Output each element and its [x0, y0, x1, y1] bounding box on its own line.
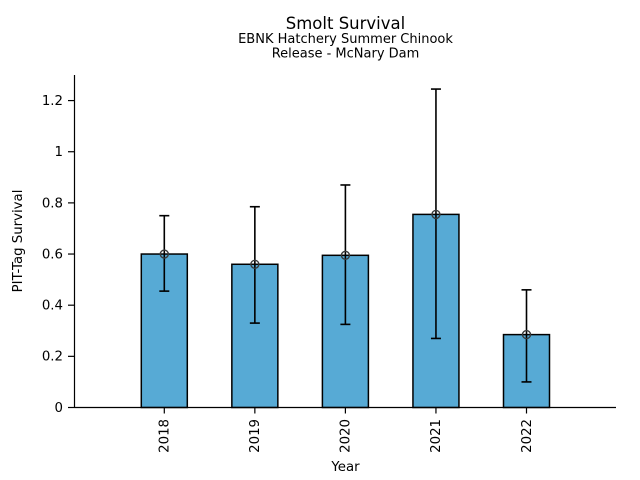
marker-2020	[340, 250, 351, 261]
y-tick-label-0.2: 0.2	[42, 350, 63, 365]
y-tick-label-0.8: 0.8	[42, 196, 63, 211]
marker-2022	[521, 329, 532, 340]
x-tick-label-2021: 2021	[429, 419, 444, 453]
x-tick-label-2018: 2018	[158, 419, 173, 453]
y-tick-label-1.2: 1.2	[42, 94, 63, 109]
chart-title: Smolt Survival	[286, 14, 405, 33]
x-tick-label-2020: 2020	[339, 419, 354, 453]
y-tick-label-0.6: 0.6	[42, 247, 63, 262]
x-axis-label: Year	[330, 460, 360, 475]
y-tick-label-0: 0	[55, 401, 63, 416]
y-tick-label-1: 1	[55, 145, 63, 160]
chart-subtitle-line2: Release - McNary Dam	[272, 47, 420, 62]
marker-2018	[159, 249, 170, 259]
x-tick-label-2019: 2019	[248, 419, 263, 453]
y-axis-label: PIT-Tag Survival	[11, 190, 26, 293]
x-tick-label-2022: 2022	[520, 419, 535, 453]
plot-area: 0 0.2 0.4 0.6 0.8 1 1.2 2018 2019 2020 2021 2022	[42, 88, 551, 453]
marker-2019	[250, 259, 260, 269]
chart-subtitle-line1: EBNK Hatchery Summer Chinook	[238, 32, 453, 47]
marker-2021	[431, 209, 441, 220]
y-tick-label-0.4: 0.4	[42, 299, 63, 314]
